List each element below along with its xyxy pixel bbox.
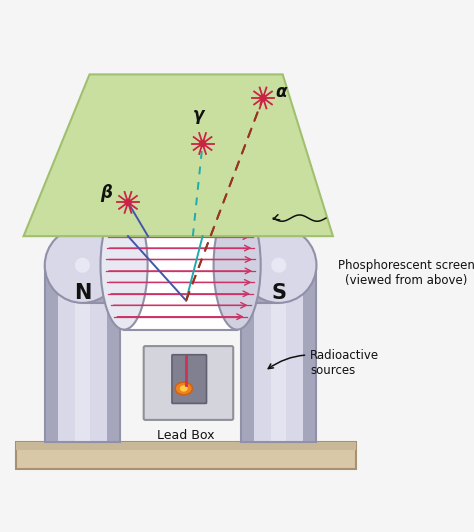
Ellipse shape (45, 228, 120, 303)
Bar (241, 265, 317, 442)
Ellipse shape (125, 200, 131, 205)
Ellipse shape (180, 385, 188, 392)
Ellipse shape (271, 257, 286, 273)
Polygon shape (16, 442, 356, 469)
Bar (75, 265, 90, 442)
Ellipse shape (200, 140, 206, 146)
Bar (271, 265, 286, 442)
Polygon shape (16, 442, 356, 450)
Bar (241, 265, 317, 442)
Text: Radioactive
sources: Radioactive sources (268, 350, 379, 377)
Bar (82, 228, 279, 240)
Bar (82, 257, 279, 273)
Bar (82, 228, 279, 303)
Ellipse shape (100, 201, 147, 330)
Ellipse shape (214, 201, 261, 330)
Ellipse shape (241, 228, 317, 303)
Text: N: N (74, 282, 91, 303)
Text: Lead Box: Lead Box (157, 429, 215, 442)
Text: B: B (166, 173, 179, 192)
Ellipse shape (260, 95, 266, 101)
Bar (107, 265, 120, 442)
Bar (45, 265, 120, 442)
Bar (45, 265, 58, 442)
Bar (82, 290, 279, 303)
Text: Phosphorescent screen
(viewed from above): Phosphorescent screen (viewed from above… (337, 259, 474, 287)
Text: α: α (275, 82, 287, 101)
Ellipse shape (175, 382, 192, 395)
Text: β: β (100, 184, 112, 202)
Polygon shape (24, 74, 333, 236)
Text: γ: γ (193, 106, 204, 124)
FancyBboxPatch shape (172, 355, 207, 403)
Bar (82, 228, 279, 303)
Bar (241, 265, 254, 442)
FancyBboxPatch shape (144, 346, 233, 420)
Bar (303, 265, 317, 442)
Bar (124, 201, 237, 330)
Text: S: S (271, 282, 286, 303)
Ellipse shape (75, 257, 90, 273)
Bar (45, 265, 120, 442)
